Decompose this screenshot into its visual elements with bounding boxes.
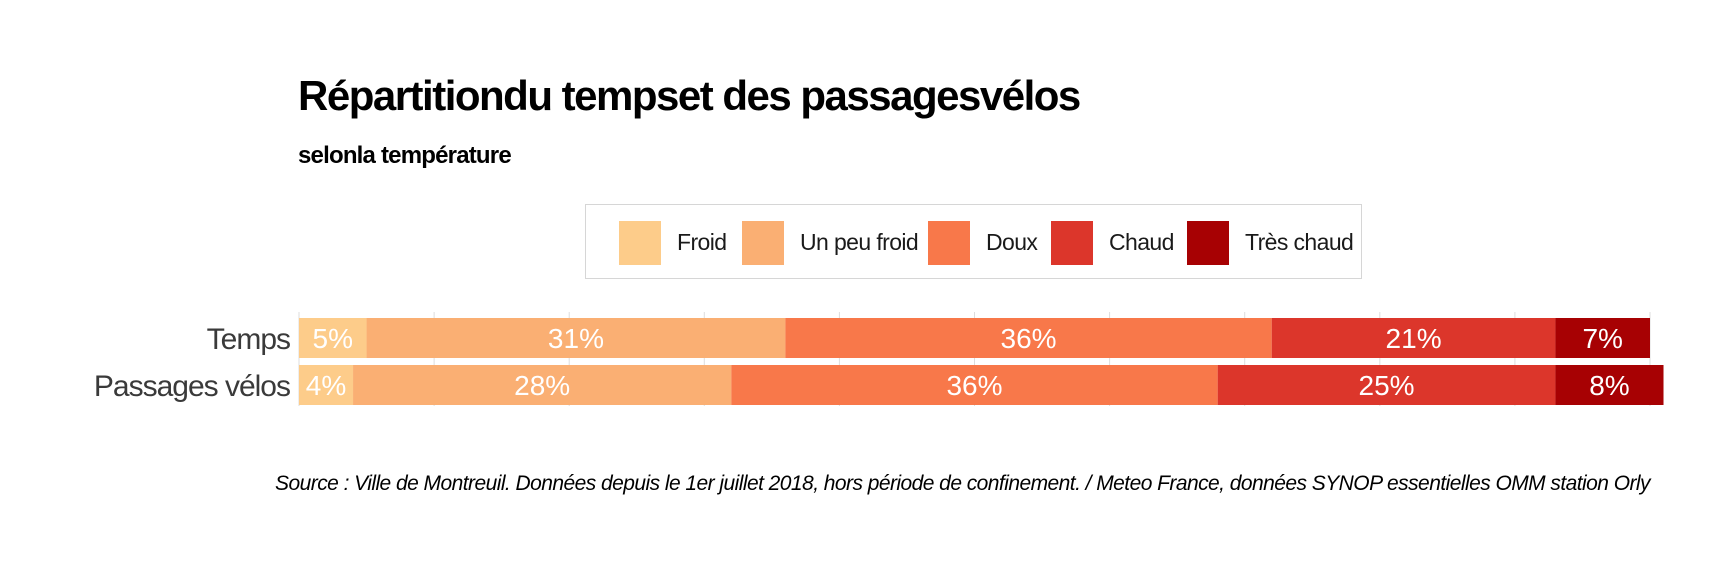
data-label: 8% [1589,370,1629,401]
legend-label-froid: Froid [677,229,727,255]
data-label: 31% [548,323,604,354]
legend-label-tres-chaud: Très chaud [1245,229,1354,255]
category-label: Passages vélos [94,370,290,403]
bar-segment [299,318,367,358]
bar-segment [353,365,732,405]
category-label: Temps [207,323,290,356]
bar-segment [1217,365,1556,405]
bar-segment [731,365,1218,405]
bar-segment [785,318,1272,358]
data-label: 36% [946,370,1002,401]
data-label: 7% [1582,323,1622,354]
bar-segment [1555,365,1664,405]
legend-label-chaud: Chaud [1109,229,1174,255]
chart-title: Répartitiondu tempset des passagesvélos [298,72,1081,119]
data-label: 28% [514,370,570,401]
bar-segment [299,365,354,405]
legend-label-doux: Doux [986,229,1038,255]
data-label: 36% [1001,323,1057,354]
chart-legend: Froid Un peu froid Doux Chaud Très chaud [585,204,1362,279]
bar-segment [1271,318,1556,358]
chart-source: Source : Ville de Montreuil. Données dep… [275,472,1651,495]
data-label: 21% [1386,323,1442,354]
legend-swatch-un-peu-froid [742,221,784,265]
bar-segment [1555,318,1650,358]
legend-swatch-tres-chaud [1187,221,1229,265]
legend-swatch-froid [619,221,661,265]
data-label: 25% [1359,370,1415,401]
legend-swatch-chaud [1051,221,1093,265]
chart-subtitle: selonla température [298,142,512,169]
legend-label-un-peu-froid: Un peu froid [800,229,919,255]
legend-swatch-doux [928,221,970,265]
bar-segment [366,318,786,358]
data-label: 4% [306,370,346,401]
data-label: 5% [313,323,353,354]
